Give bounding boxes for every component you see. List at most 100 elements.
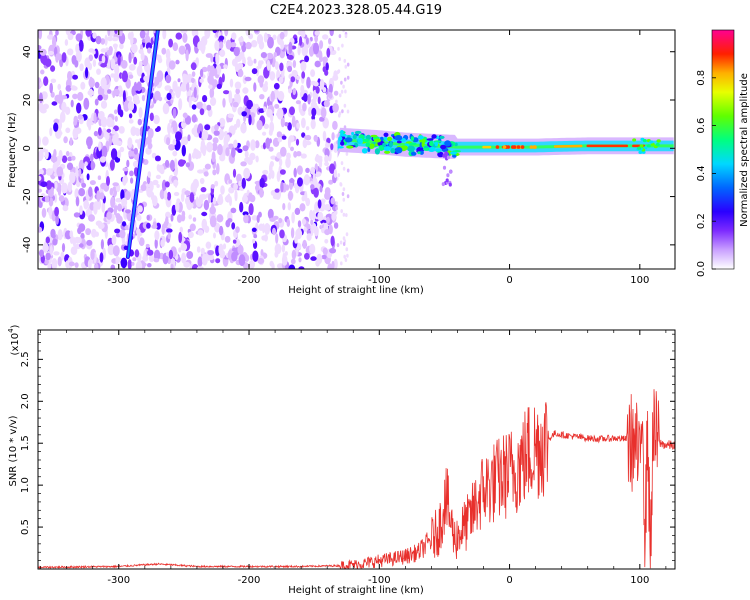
spectrogram-noise-blob — [180, 214, 186, 222]
spectrogram-noise-blob — [262, 223, 265, 234]
spectrogram-noise-blob — [278, 158, 283, 167]
spectrogram-noise-blob — [301, 61, 306, 71]
spectrogram-noise-blob — [279, 229, 285, 239]
spectrogram-noise-blob — [343, 77, 347, 82]
spectrogram-noise-blob — [156, 126, 161, 132]
spectrogram-noise-blob — [287, 65, 293, 73]
spectrogram-noise-blob — [175, 201, 180, 213]
signal-blob — [421, 141, 425, 148]
spectrogram-noise-blob — [78, 188, 86, 197]
spectrogram-noise-blob — [201, 211, 208, 217]
spectrogram-noise-blob — [221, 73, 225, 83]
spectrogram-noise-blob — [47, 50, 55, 56]
spectrogram-noise-blob — [52, 238, 58, 246]
spectrogram-noise-blob — [192, 178, 199, 189]
snr-frame — [37, 329, 676, 570]
spectrogram-noise-blob — [39, 81, 43, 88]
spectrogram-noise-blob — [80, 81, 86, 90]
spectrogram-noise-blob — [155, 222, 161, 230]
spectrogram-noise-blob — [100, 38, 106, 45]
spectrogram-noise-blob — [220, 185, 225, 195]
signal-hot-spot — [506, 145, 511, 149]
spectrogram-noise-blob — [109, 159, 115, 171]
spectrogram-noise-blob — [307, 94, 311, 105]
signal-blob — [361, 148, 368, 154]
spectrogram-noise-blob — [171, 204, 177, 216]
spectrogram-noise-blob — [87, 259, 92, 269]
spectrogram-noise-blob — [233, 183, 239, 191]
spectrogram-xtick-label: -300 — [107, 275, 130, 286]
spectrogram-noise-blob — [239, 201, 244, 213]
figure-title: C2E4.2023.328.05.44.G19 — [270, 3, 442, 18]
spectrogram-noise-blob — [319, 79, 325, 90]
spectrogram-noise-blob — [298, 257, 302, 263]
spectrogram-noise-blob — [287, 202, 291, 211]
spectrogram-noise-blob — [186, 81, 190, 92]
signal-blob — [437, 151, 444, 158]
spectrogram-noise-blob — [44, 259, 49, 265]
spectrogram-frame — [37, 29, 676, 270]
snr-xtick-label: -200 — [238, 575, 261, 586]
spectrogram-noise-blob — [193, 148, 198, 157]
spectrogram-noise-blob — [167, 122, 172, 135]
spectrogram-noise-blob — [344, 64, 348, 69]
spectrogram-noise-blob — [58, 149, 63, 161]
spectrogram-noise-blob — [214, 180, 219, 187]
spectrogram-noise-blob — [269, 161, 274, 168]
spectrogram-noise-blob — [212, 169, 217, 176]
spectrogram-noise-blob — [297, 177, 303, 187]
spectrogram-noise-blob — [153, 258, 160, 263]
spectrogram-noise-blob — [157, 164, 165, 174]
spectrogram-noise-blob — [107, 30, 111, 37]
spectrogram-noise-blob — [75, 196, 80, 207]
spectrogram-noise-blob — [79, 205, 83, 216]
spectrogram-noise-blob — [326, 137, 331, 144]
spectrogram-noise-blob — [58, 195, 65, 202]
signal-hot-spot — [529, 145, 534, 149]
spectrogram-noise-blob — [232, 239, 237, 244]
spectrogram-noise-blob — [324, 69, 329, 76]
spectrogram-noise-blob — [201, 66, 208, 73]
spectrogram-noise-blob — [335, 206, 338, 211]
signal-blob — [646, 144, 651, 148]
spectrogram-noise-blob — [92, 32, 97, 39]
spectrogram-noise-blob — [98, 141, 102, 152]
colorbar-tick-label: 0.4 — [696, 165, 707, 181]
spectrogram-noise-blob — [301, 117, 306, 129]
spectrogram-noise-blob — [199, 108, 205, 116]
spectrogram-noise-blob — [213, 130, 220, 136]
spectrogram-noise-blob — [342, 30, 345, 33]
spectrogram-noise-blob — [38, 175, 42, 181]
snr-ytick-label: 0.5 — [20, 519, 31, 535]
spectrogram-noise-blob — [325, 62, 329, 71]
spectrogram-noise-blob — [120, 257, 128, 269]
spectrogram-noise-blob — [69, 137, 73, 146]
spectrogram-noise-blob — [42, 136, 49, 146]
spectrogram-noise-blob — [40, 107, 47, 114]
spectrogram-noise-blob — [252, 238, 256, 244]
spectrogram-noise-blob — [70, 85, 77, 90]
spectrogram-noise-blob — [320, 107, 327, 119]
spectrogram-noise-blob — [204, 124, 211, 131]
snr-series-line — [38, 389, 675, 569]
spectrogram-noise-blob — [78, 168, 82, 177]
spectrogram-noise-blob — [278, 76, 284, 84]
spectrogram-noise-blob — [78, 236, 82, 244]
spectrogram-noise-blob — [317, 211, 324, 222]
signal-blob — [395, 147, 403, 154]
spectrogram-noise-blob — [112, 245, 120, 257]
spectrogram-noise-blob — [111, 186, 118, 198]
spectrogram-noise-blob — [106, 49, 113, 56]
signal-blob — [351, 131, 355, 136]
spectrogram-noise-blob — [69, 230, 74, 238]
spectrogram-noise-blob — [111, 134, 119, 146]
spectrogram-noise-blob — [136, 214, 142, 222]
spectrogram-noise-blob — [320, 219, 327, 224]
spectrogram-noise-blob — [280, 39, 285, 50]
spectrogram-noise-blob — [298, 266, 305, 269]
spectrogram-noise-blob — [147, 171, 152, 178]
spectrogram-noise-blob — [292, 60, 297, 68]
spectrogram-noise-blob — [86, 239, 93, 246]
spectrogram-noise-blob — [199, 68, 204, 78]
spectrogram-noise-blob — [166, 92, 172, 101]
